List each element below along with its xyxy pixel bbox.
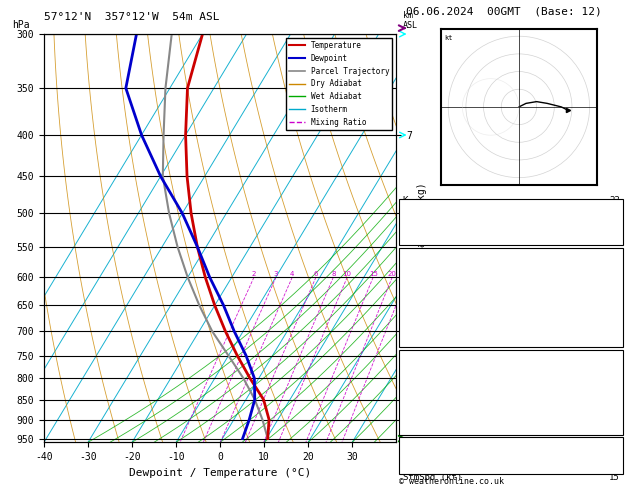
Text: 6: 6 xyxy=(314,271,318,278)
Text: 15: 15 xyxy=(609,472,620,482)
Text: 23: 23 xyxy=(609,196,620,205)
Text: CAPE (J): CAPE (J) xyxy=(403,411,445,419)
Text: 298: 298 xyxy=(603,295,620,303)
Text: CIN (J): CIN (J) xyxy=(403,425,440,434)
Text: km
ASL: km ASL xyxy=(403,11,418,30)
Text: θₑ (K): θₑ (K) xyxy=(403,382,435,391)
Text: 1.14: 1.14 xyxy=(598,227,620,236)
Text: 56: 56 xyxy=(609,211,620,220)
Legend: Temperature, Dewpoint, Parcel Trajectory, Dry Adiabat, Wet Adiabat, Isotherm, Mi: Temperature, Dewpoint, Parcel Trajectory… xyxy=(286,38,392,130)
Text: 4: 4 xyxy=(290,271,294,278)
Text: K: K xyxy=(403,196,408,205)
Text: 10: 10 xyxy=(343,271,352,278)
Text: StmDir: StmDir xyxy=(403,465,435,474)
Text: 8: 8 xyxy=(331,271,336,278)
Text: Totals Totals: Totals Totals xyxy=(403,211,472,220)
Text: 2: 2 xyxy=(252,271,256,278)
Text: Lifted Index: Lifted Index xyxy=(403,309,467,318)
Text: Temp (°C): Temp (°C) xyxy=(403,266,451,275)
Text: Pressure (mb): Pressure (mb) xyxy=(403,368,472,377)
Text: © weatheronline.co.uk: © weatheronline.co.uk xyxy=(399,477,504,486)
Text: kt: kt xyxy=(445,35,454,41)
Text: 310°: 310° xyxy=(598,465,620,474)
Text: Lifted Index: Lifted Index xyxy=(403,396,467,405)
Text: Surface: Surface xyxy=(491,254,532,264)
Text: 20: 20 xyxy=(387,271,397,278)
Text: StmSpd (kt): StmSpd (kt) xyxy=(403,472,462,482)
Y-axis label: Mixing Ratio (g/kg): Mixing Ratio (g/kg) xyxy=(418,182,428,294)
Text: SREH: SREH xyxy=(403,458,424,467)
Text: 275: 275 xyxy=(603,323,620,332)
Text: 15: 15 xyxy=(369,271,377,278)
Text: 0: 0 xyxy=(614,337,620,346)
Text: Hodograph: Hodograph xyxy=(484,444,538,454)
Text: 999: 999 xyxy=(603,368,620,377)
Text: θₑ(K): θₑ(K) xyxy=(403,295,430,303)
Text: PW (cm): PW (cm) xyxy=(403,227,440,236)
Text: 06.06.2024  00GMT  (Base: 12): 06.06.2024 00GMT (Base: 12) xyxy=(406,6,601,16)
Text: -1: -1 xyxy=(609,309,620,318)
Text: Dewp (°C): Dewp (°C) xyxy=(403,280,451,289)
Text: 4.6: 4.6 xyxy=(603,280,620,289)
Text: 0: 0 xyxy=(614,425,620,434)
Text: EH: EH xyxy=(403,451,413,460)
X-axis label: Dewpoint / Temperature (°C): Dewpoint / Temperature (°C) xyxy=(129,468,311,478)
Text: -1: -1 xyxy=(609,396,620,405)
Text: -29: -29 xyxy=(603,451,620,460)
Text: 275: 275 xyxy=(603,411,620,419)
Text: CAPE (J): CAPE (J) xyxy=(403,323,445,332)
Text: 3: 3 xyxy=(274,271,278,278)
Text: hPa: hPa xyxy=(13,20,30,30)
Text: LCL: LCL xyxy=(399,419,413,428)
Text: -6: -6 xyxy=(609,458,620,467)
Text: Most Unstable: Most Unstable xyxy=(473,356,549,366)
Text: CIN (J): CIN (J) xyxy=(403,337,440,346)
Text: 57°12'N  357°12'W  54m ASL: 57°12'N 357°12'W 54m ASL xyxy=(44,12,220,22)
Text: 298: 298 xyxy=(603,382,620,391)
Text: 10.3: 10.3 xyxy=(598,266,620,275)
